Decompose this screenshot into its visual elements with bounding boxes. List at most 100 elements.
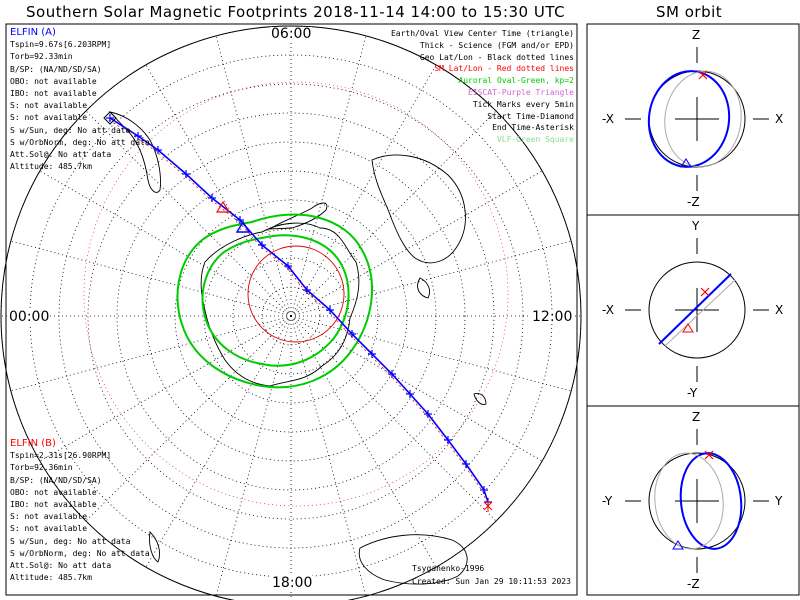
legend-entry: Auroral Oval-Green, kp=2 bbox=[458, 76, 574, 86]
sm-orbit-panels bbox=[625, 47, 769, 573]
created-label: Created: Sun Jan 29 10:11:53 2023 bbox=[412, 577, 571, 586]
legend-entry: End Time-Asterisk bbox=[492, 123, 574, 133]
lon-line bbox=[290, 315, 497, 522]
orbit-frame bbox=[586, 23, 800, 596]
panel-2-axis-top: Y bbox=[692, 219, 700, 233]
auroral-oval-inner bbox=[201, 234, 350, 367]
lon-line bbox=[39, 170, 292, 317]
panel-1-axis-right: X bbox=[775, 112, 784, 126]
lat-circle bbox=[232, 257, 350, 375]
sm-lat-circle bbox=[247, 245, 345, 343]
map-frame bbox=[5, 23, 578, 596]
end-asterisk bbox=[700, 287, 710, 297]
elfin-b-line: Tspin=2.31s[26.90RPM] bbox=[10, 451, 112, 461]
elfin-b-line: Att.Sol@: No att data bbox=[10, 561, 112, 571]
panel-3-axis-bottom: -Z bbox=[687, 577, 700, 591]
panel-1-axis-top: Z bbox=[692, 28, 701, 42]
elfin-b-line: Altitude: 485.7km bbox=[10, 573, 92, 583]
view-center-triangle bbox=[682, 323, 694, 333]
elfin-b-name: ELFIN (B) bbox=[10, 438, 56, 449]
elfin-a-line: Att.Sol@: No att data bbox=[10, 150, 112, 160]
legend-entry: EISCAT-Purple Triangle bbox=[468, 87, 574, 97]
end-asterisk bbox=[704, 450, 714, 460]
lon-line bbox=[215, 35, 292, 317]
elfin-a-line: S w/OrbNorm, deg: No att data bbox=[10, 137, 150, 147]
legend-entry: VLF-Green Square bbox=[496, 135, 574, 145]
view-center-triangle bbox=[680, 158, 692, 168]
coastline bbox=[108, 111, 161, 193]
coastline bbox=[200, 222, 360, 387]
lon-line bbox=[10, 315, 292, 392]
elfin-a-line: B/SP: (NA/ND/SD/SA) bbox=[10, 64, 102, 74]
lon-line bbox=[85, 110, 292, 317]
legend-entry: SM Lat/Lon - Red dotted lines bbox=[434, 64, 574, 74]
lat-circle bbox=[87, 112, 495, 520]
panel-3-axis-right: Y bbox=[775, 494, 783, 508]
panel-3-axis-left: -Y bbox=[602, 494, 613, 508]
coastline bbox=[149, 531, 161, 563]
elfin-b-line: B/SP: (NA/ND/SD/SA) bbox=[10, 475, 102, 485]
lat-circle bbox=[116, 141, 466, 491]
orbit-track bbox=[679, 452, 743, 550]
lon-line bbox=[290, 110, 497, 317]
auroral-ovals bbox=[176, 213, 373, 389]
legend-entry: Earth/Oval View Center Time (triangle) bbox=[390, 29, 574, 38]
auroral-oval-outer bbox=[176, 213, 373, 389]
lon-line bbox=[215, 315, 292, 597]
view-center-triangle bbox=[235, 220, 251, 233]
earth-circle bbox=[648, 261, 746, 359]
orbit-track-b bbox=[654, 452, 724, 550]
orbit-track-b bbox=[664, 279, 736, 347]
lon-line bbox=[10, 240, 292, 317]
lon-line bbox=[290, 240, 572, 317]
lon-line bbox=[290, 315, 543, 462]
lon-line bbox=[145, 64, 292, 317]
lon-line bbox=[290, 315, 572, 392]
coastline bbox=[371, 154, 466, 264]
coastline bbox=[417, 277, 431, 299]
elfin-b-line: S w/Sun, deg: No att data bbox=[10, 536, 131, 546]
end-asterisk bbox=[698, 70, 708, 80]
clock-label-top: 06:00 bbox=[270, 26, 313, 42]
lon-line bbox=[290, 315, 367, 597]
legend-entry: Thick - Science (FGM and/or EPD) bbox=[419, 40, 574, 50]
elfin-a-line: Altitude: 485.7km bbox=[10, 162, 92, 172]
lon-line bbox=[290, 315, 437, 568]
elfin-a-line: Tspin=9.67s[6.203RPM] bbox=[10, 40, 112, 50]
model-label: Tsyganenko-1996 bbox=[412, 564, 485, 573]
earth-circle bbox=[648, 452, 746, 550]
panel-2-axis-bottom: -Y bbox=[687, 386, 698, 400]
sm-lat-circle bbox=[83, 81, 509, 507]
legend: Earth/Oval View Center Time (triangle) Th… bbox=[391, 28, 574, 146]
elfin-a-track bbox=[109, 117, 489, 503]
panel-3-axis-top: Z bbox=[692, 410, 701, 424]
panel-2-axis-left: -X bbox=[602, 303, 614, 317]
elfin-b-line: Torb=92.36min bbox=[10, 463, 73, 473]
lon-line bbox=[290, 35, 367, 317]
elfin-a-line: Torb=92.33min bbox=[10, 52, 73, 62]
panel-1-axis-left: -X bbox=[602, 112, 614, 126]
elfin-a-line: S: not available bbox=[10, 101, 88, 111]
coastline bbox=[358, 534, 468, 585]
end-asterisk bbox=[483, 500, 493, 512]
start-diamond bbox=[103, 111, 117, 125]
legend-entry: Start Time-Diamond bbox=[487, 111, 574, 121]
view-center-triangle bbox=[215, 200, 231, 213]
elfin-a-info: ELFIN (A) Tspin=9.67s[6.203RPM] Torb=92.3… bbox=[10, 27, 150, 173]
lon-line bbox=[290, 64, 437, 317]
sm-orbit-title: SM orbit bbox=[656, 3, 723, 21]
elfin-b-line: S w/OrbNorm, deg: No att data bbox=[10, 548, 150, 558]
coastline bbox=[268, 202, 328, 230]
elfin-a-name: ELFIN (A) bbox=[10, 27, 56, 38]
elfin-a-line: OBO: not available bbox=[10, 76, 97, 86]
lon-line bbox=[145, 315, 292, 568]
lon-line bbox=[85, 315, 292, 522]
clock-label-left: 00:00 bbox=[8, 309, 51, 325]
footprint-track bbox=[103, 111, 493, 512]
orbit-track bbox=[658, 273, 732, 345]
legend-entry: Tick Marks every 5min bbox=[472, 99, 574, 109]
elfin-b-line: OBO: not available bbox=[10, 487, 97, 497]
elfin-a-line: S w/Sun, deg: No att data bbox=[10, 125, 131, 135]
chart-title: Southern Solar Magnetic Footprints 2018-… bbox=[26, 3, 566, 21]
